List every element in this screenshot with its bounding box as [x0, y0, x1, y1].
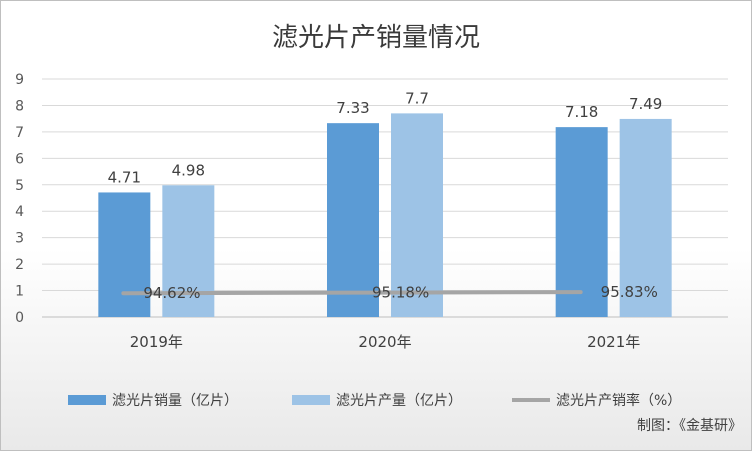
category-label: 2019年: [130, 333, 183, 351]
bar-production-1: [391, 113, 443, 317]
bars-layer: [98, 113, 672, 317]
data-labels-layer: 4.71 4.98 7.33 7.7 7.18 7.49 94.62% 95.18% 95.83…: [108, 89, 663, 302]
y-tick-label: 7: [15, 125, 24, 141]
ratio-line-layer: [121, 290, 583, 296]
y-tick-label: 3: [15, 231, 24, 247]
credit-text: 制图：《金基研》: [637, 417, 742, 434]
y-tick-label: 8: [15, 98, 24, 114]
y-tick-label: 6: [15, 151, 24, 167]
legend-label: 滤光片产量（亿片）: [336, 393, 462, 409]
category-label: 2021年: [587, 333, 640, 351]
bar-value-label: 7.49: [629, 95, 662, 113]
legend: 滤光片销量（亿片） 滤光片产量（亿片） 滤光片产销率（%）: [68, 392, 681, 409]
bar-value-label: 7.33: [336, 99, 369, 117]
bar-value-label: 4.98: [172, 161, 205, 179]
chart-title: 滤光片产销量情况: [272, 23, 480, 53]
legend-label: 滤光片销量（亿片）: [112, 393, 238, 409]
y-axis-ticks: 0 1 2 3 4 5 6 7 8 9: [15, 72, 24, 326]
ratio-value-label: 94.62%: [143, 284, 200, 302]
y-tick-label: 2: [15, 257, 24, 273]
legend-label: 滤光片产销率（%）: [556, 392, 681, 409]
y-tick-label: 5: [15, 178, 24, 194]
legend-swatch-0: [68, 395, 106, 405]
bar-value-label: 4.71: [108, 168, 141, 186]
bar-value-label: 7.18: [565, 103, 598, 121]
y-tick-label: 0: [15, 310, 24, 326]
x-axis-categories: 2019年 2020年 2021年: [130, 333, 641, 351]
ratio-value-label: 95.18%: [372, 284, 429, 302]
y-tick-label: 9: [15, 72, 24, 88]
y-tick-label: 4: [15, 204, 24, 220]
bar-value-label: 7.7: [405, 89, 429, 107]
bar-production-2: [619, 118, 672, 317]
y-tick-label: 1: [15, 284, 24, 300]
category-label: 2020年: [358, 333, 411, 351]
bar-sales-2: [555, 127, 608, 317]
legend-swatch-1: [292, 395, 330, 405]
gridlines: [42, 78, 728, 318]
bar-sales-0: [98, 192, 151, 317]
bar-sales-1: [327, 123, 379, 317]
ratio-value-label: 95.83%: [601, 283, 658, 301]
